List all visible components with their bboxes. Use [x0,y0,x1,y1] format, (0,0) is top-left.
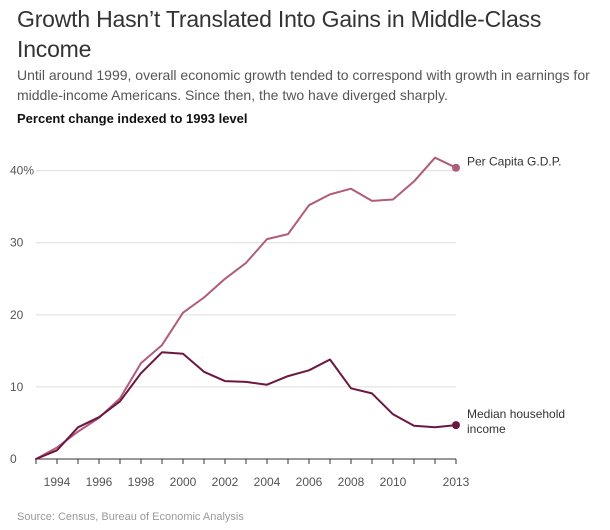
x-tick-label-2008: 2008 [338,475,365,489]
x-tick-label-1996: 1996 [86,475,113,489]
chart-title: Growth Hasn’t Translated Into Gains in M… [17,6,542,62]
series-line-1 [35,351,457,460]
x-tick-label-1994: 1994 [44,475,71,489]
legend-label-1-1: income [467,422,506,436]
chart-subtitle: Until around 1999, overall economic grow… [17,67,590,103]
x-tick-label-2013: 2013 [443,475,470,489]
y-tick-label-40: 40% [10,164,34,178]
x-tick-label-2006: 2006 [296,475,323,489]
y-tick-label-30: 30 [10,236,24,250]
x-tick-label-2002: 2002 [212,475,239,489]
y-tick-label-10: 10 [10,380,24,394]
source-note: Source: Census, Bureau of Economic Analy… [17,511,244,523]
legend-label-0-0: Per Capita G.D.P. [467,155,562,169]
y-tick-label-20: 20 [10,308,24,322]
gridlines [36,170,456,388]
x-tick-label-2010: 2010 [380,475,407,489]
series-end-dot-0 [452,163,460,172]
x-tick-label-2000: 2000 [170,475,197,489]
series [35,156,460,460]
x-tick-label-2004: 2004 [254,475,281,489]
chart-heading: Percent change indexed to 1993 level [17,111,248,126]
y-tick-label-0: 0 [10,452,17,466]
x-tick-label-1998: 1998 [128,475,155,489]
axes: 0 10 20 30 40% 1994 1996 1998 2000 2002 2004 2006 20… [10,164,470,489]
series-end-dot-1 [452,421,460,430]
legend-label-1-0: Median household [467,407,565,421]
